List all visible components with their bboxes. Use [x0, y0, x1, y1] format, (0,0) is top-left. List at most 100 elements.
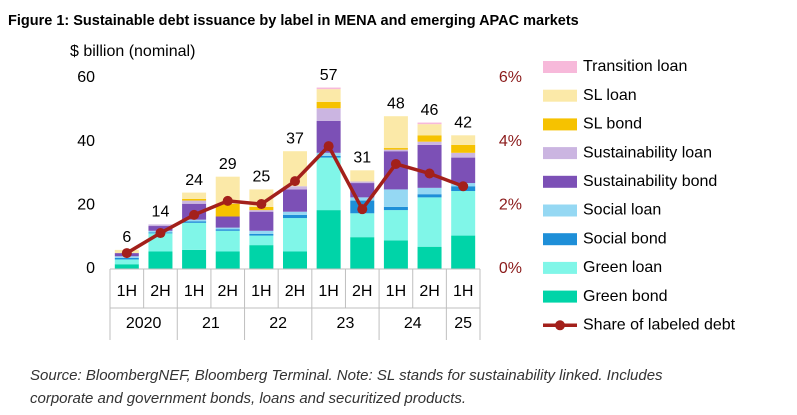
bar-segment [283, 214, 307, 219]
bar-segment [383, 148, 408, 150]
bar-segment [182, 192, 207, 199]
bar-segment [283, 251, 307, 269]
bar-segment [316, 157, 341, 211]
bar-segment [249, 233, 274, 236]
bar-segment [114, 264, 139, 269]
bar-segment [383, 206, 408, 211]
bar-segment [249, 230, 274, 234]
bar-segment [417, 122, 442, 125]
legend-label: Green bond [583, 288, 668, 305]
x-tick-label: 2H [419, 283, 439, 300]
legend-label: Sustainability bond [583, 173, 717, 190]
legend-swatch [543, 233, 577, 246]
bar-segment [114, 257, 139, 260]
x-tick-label: 1H [318, 283, 338, 300]
legend-swatch [543, 175, 577, 188]
bar-segment [283, 218, 307, 252]
bar-segment [350, 197, 375, 201]
bar-segment [451, 191, 476, 236]
legend-swatch [543, 61, 577, 73]
bar-segment [215, 251, 240, 269]
group-label: 24 [404, 315, 422, 332]
bar-segment [148, 251, 173, 269]
legend-label: Green loan [583, 259, 662, 276]
total-label: 42 [454, 115, 472, 132]
bar-segment [316, 87, 341, 90]
share-marker [323, 141, 334, 152]
x-tick-label: 1H [251, 283, 271, 300]
note: Source: BloombergNEF, Bloomberg Terminal… [30, 367, 663, 384]
bar-segment [215, 229, 240, 231]
group-label: 25 [454, 315, 472, 332]
bar-segment [215, 227, 240, 230]
x-tick-label: 2H [150, 283, 170, 300]
y-tick-label: 0 [86, 260, 95, 277]
legend-swatch [543, 204, 577, 217]
bar-segment [182, 219, 207, 222]
x-tick-label: 1H [453, 283, 473, 300]
bar-segment [451, 152, 476, 158]
share-marker [290, 176, 300, 187]
total-label: 37 [286, 130, 304, 147]
total-label: 57 [320, 67, 338, 84]
y2-tick-label: 4% [499, 133, 522, 150]
share-marker [222, 195, 233, 206]
bar-segment [148, 224, 173, 227]
y-axis-label: $ billion (nominal) [70, 43, 195, 60]
share-marker [390, 158, 401, 169]
bar-segment [283, 186, 307, 190]
bar-segment [249, 235, 274, 246]
group-label: 22 [269, 315, 287, 332]
bar-segment [249, 210, 274, 212]
group-label: 2020 [126, 315, 162, 332]
share-marker [458, 181, 469, 192]
legend-label: SL bond [583, 116, 642, 133]
bar-segment [383, 116, 408, 149]
legend-swatch [543, 89, 577, 102]
share-marker [155, 228, 166, 239]
total-label: 48 [387, 95, 405, 112]
bar-segment [316, 89, 341, 102]
bar-segment [417, 124, 442, 136]
legend-label: Share of labeled debt [583, 317, 736, 334]
legend-swatch [543, 118, 577, 131]
bar-segment [182, 222, 207, 250]
x-tick-label: 1H [386, 283, 406, 300]
share-marker [357, 204, 368, 215]
bar-segment [383, 240, 408, 269]
bar-segment [383, 189, 408, 207]
y-tick-label: 40 [77, 133, 95, 150]
bar-segment [182, 200, 207, 204]
bar-segment [350, 170, 375, 182]
bar-segment [417, 197, 442, 247]
total-label: 46 [421, 102, 439, 119]
legend-label: Sustainability loan [583, 144, 712, 161]
bar-segment [451, 157, 476, 184]
y2-tick-label: 2% [499, 197, 522, 214]
x-tick-label: 2H [285, 283, 305, 300]
bar-segment [316, 155, 341, 158]
bar-segment [283, 189, 307, 212]
share-marker [256, 199, 267, 210]
y-tick-label: 20 [77, 197, 95, 214]
bar-segment [215, 230, 240, 252]
bar-segment [316, 108, 341, 121]
chart-title: Figure 1: Sustainable debt issuance by l… [8, 13, 579, 29]
bar-segment [350, 183, 375, 198]
x-tick-label: 2H [218, 283, 238, 300]
bar-segment [417, 187, 442, 195]
group-label: 23 [337, 315, 355, 332]
bar-segment [383, 210, 408, 241]
bar-segment [114, 259, 139, 265]
bar-segment [417, 246, 442, 269]
bar-segment [350, 237, 375, 269]
bar-segment [182, 198, 207, 201]
group-label: 21 [202, 315, 220, 332]
total-label: 14 [152, 204, 170, 221]
legend-label: Transition loan [583, 58, 687, 75]
bar-segment [316, 152, 341, 156]
total-label: 25 [252, 169, 270, 186]
share-marker [121, 248, 132, 259]
legend-label: Social loan [583, 202, 661, 219]
bar-segment [316, 101, 341, 109]
